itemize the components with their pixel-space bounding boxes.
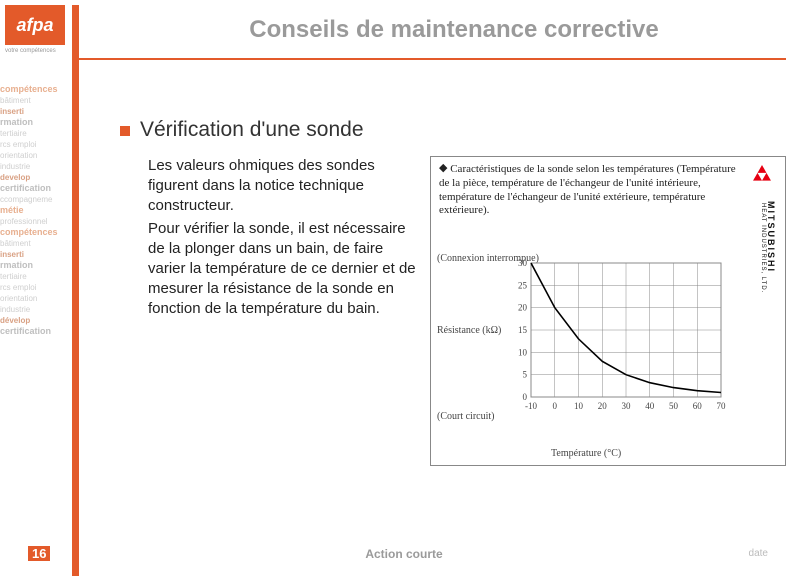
body-paragraph: Pour vérifier la sonde, il est nécessair… bbox=[148, 219, 416, 318]
section-heading-text: Vérification d'une sonde bbox=[140, 118, 364, 141]
brand-tagline: votre compétences bbox=[5, 48, 56, 54]
wordcloud-term: ccompagneme bbox=[0, 194, 75, 205]
mitsubishi-brand-text: MITSUBISHI HEAT INDUSTRIES, LTD. bbox=[760, 201, 776, 293]
wordcloud-term: certification bbox=[0, 183, 75, 194]
wordcloud-term: rmation bbox=[0, 260, 75, 271]
wordcloud-term: bâtiment bbox=[0, 238, 75, 249]
diamond-bullet-icon: ◆ bbox=[439, 162, 447, 176]
wordcloud-term: métie bbox=[0, 205, 75, 216]
svg-text:20: 20 bbox=[598, 401, 608, 411]
svg-text:60: 60 bbox=[693, 401, 703, 411]
content-row: Les valeurs ohmiques des sondes figurent… bbox=[148, 156, 786, 466]
wordcloud-term: industrie bbox=[0, 304, 75, 315]
slide-title: Conseils de maintenance corrective bbox=[120, 16, 788, 44]
wordcloud-term: industrie bbox=[0, 161, 75, 172]
wordcloud-term: rcs emploi bbox=[0, 139, 75, 150]
chart-caption-text: Caractéristiques de la sonde selon les t… bbox=[439, 163, 736, 216]
chart-x-axis-label: Température (°C) bbox=[551, 448, 621, 459]
wordcloud-term: dévelop bbox=[0, 315, 75, 326]
brand-logo: afpa bbox=[5, 5, 65, 45]
svg-text:20: 20 bbox=[518, 303, 528, 313]
mitsubishi-brand: MITSUBISHI bbox=[766, 201, 776, 273]
sidebar-wordcloud: compétencesbâtimentinsertirmationtertiai… bbox=[0, 84, 75, 337]
wordcloud-term: compétences bbox=[0, 227, 75, 238]
wordcloud-term: compétences bbox=[0, 84, 75, 95]
resistance-temperature-chart: -10010203040506070051015202530 bbox=[507, 257, 727, 417]
wordcloud-term: tertiaire bbox=[0, 128, 75, 139]
wordcloud-term: develop bbox=[0, 172, 75, 183]
svg-text:10: 10 bbox=[574, 401, 584, 411]
body-text: Les valeurs ohmiques des sondes figurent… bbox=[148, 156, 416, 466]
footer-center-text: Action courte bbox=[0, 547, 808, 561]
svg-text:30: 30 bbox=[622, 401, 632, 411]
wordcloud-term: orientation bbox=[0, 150, 75, 161]
wordcloud-term: bâtiment bbox=[0, 95, 75, 106]
chart-y-axis-label: Résistance (kΩ) bbox=[437, 325, 501, 336]
svg-text:25: 25 bbox=[518, 280, 528, 290]
wordcloud-term: rmation bbox=[0, 117, 75, 128]
svg-text:-10: -10 bbox=[525, 401, 537, 411]
svg-text:30: 30 bbox=[518, 258, 528, 268]
svg-text:50: 50 bbox=[669, 401, 679, 411]
svg-text:40: 40 bbox=[645, 401, 655, 411]
wordcloud-term: professionnel bbox=[0, 216, 75, 227]
section-heading: Vérification d'une sonde bbox=[120, 118, 364, 142]
wordcloud-term: inserti bbox=[0, 249, 75, 260]
mitsubishi-brand-sub: HEAT INDUSTRIES, LTD. bbox=[760, 203, 766, 293]
footer-date: date bbox=[749, 548, 768, 559]
chart-caption: ◆ Caractéristiques de la sonde selon les… bbox=[439, 163, 741, 218]
wordcloud-term: orientation bbox=[0, 293, 75, 304]
svg-text:10: 10 bbox=[518, 347, 528, 357]
svg-text:5: 5 bbox=[523, 370, 528, 380]
svg-text:70: 70 bbox=[717, 401, 727, 411]
brand-logo-text: afpa bbox=[16, 15, 53, 36]
svg-text:0: 0 bbox=[523, 392, 528, 402]
wordcloud-term: certification bbox=[0, 326, 75, 337]
wordcloud-term: inserti bbox=[0, 106, 75, 117]
wordcloud-term: tertiaire bbox=[0, 271, 75, 282]
body-paragraph: Les valeurs ohmiques des sondes figurent… bbox=[148, 156, 416, 215]
chart-annot-bottom: (Court circuit) bbox=[437, 411, 494, 422]
bullet-square-icon bbox=[120, 126, 130, 136]
svg-text:15: 15 bbox=[518, 325, 528, 335]
mitsubishi-logo-icon bbox=[745, 165, 779, 198]
title-divider bbox=[75, 58, 786, 60]
wordcloud-term: rcs emploi bbox=[0, 282, 75, 293]
svg-text:0: 0 bbox=[553, 401, 558, 411]
probe-chart-panel: ◆ Caractéristiques de la sonde selon les… bbox=[430, 156, 786, 466]
